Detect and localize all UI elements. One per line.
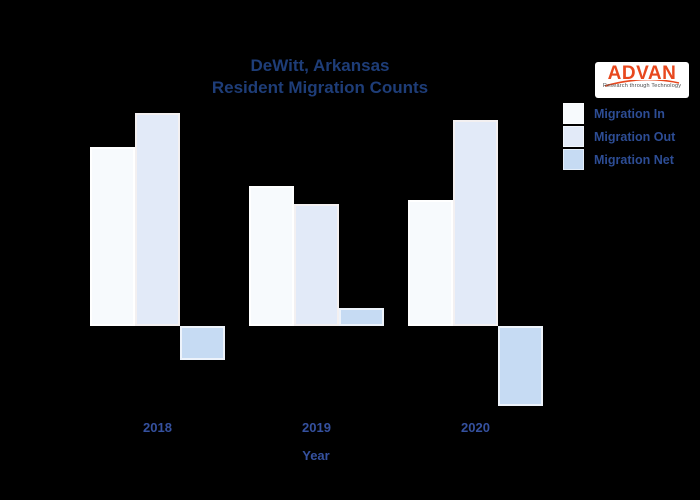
legend-label: Migration In bbox=[594, 106, 665, 121]
bar-migration-in-2020 bbox=[408, 200, 453, 326]
legend-swatch-migration-in bbox=[563, 103, 584, 124]
bar-migration-out-2020 bbox=[453, 120, 498, 326]
chart-title-line1: DeWitt, Arkansas bbox=[250, 56, 390, 75]
x-tick-label-2019: 2019 bbox=[302, 420, 331, 435]
legend-swatch-migration-net bbox=[563, 149, 584, 170]
bar-migration-out-2019 bbox=[294, 204, 339, 326]
chart-legend: Migration In Migration Out Migration Net bbox=[563, 103, 675, 172]
legend-item-migration-in: Migration In bbox=[563, 103, 675, 124]
bar-migration-net-2019 bbox=[339, 308, 384, 326]
x-axis-title: Year bbox=[302, 448, 330, 463]
advan-logo-text: ADVAN bbox=[607, 63, 677, 84]
x-tick-label-2020: 2020 bbox=[461, 420, 490, 435]
chart-title-line2: Resident Migration Counts bbox=[211, 78, 429, 97]
legend-item-migration-net: Migration Net bbox=[563, 149, 675, 170]
bar-migration-net-2020 bbox=[498, 326, 543, 406]
x-tick-label-2018: 2018 bbox=[143, 420, 172, 435]
advan-logo-tagline: Research through Technology bbox=[602, 83, 682, 89]
legend-label: Migration Out bbox=[594, 129, 676, 144]
bar-migration-in-2019 bbox=[249, 186, 294, 326]
chart-title: DeWitt, Arkansas Resident Migration Coun… bbox=[120, 55, 520, 99]
bar-migration-out-2018 bbox=[135, 113, 180, 326]
bar-migration-in-2018 bbox=[90, 147, 135, 326]
bar-migration-net-2018 bbox=[180, 326, 225, 360]
logo-swoosh-icon bbox=[604, 80, 680, 87]
advan-logo: ADVAN Research through Technology bbox=[595, 62, 689, 98]
legend-label: Migration Net bbox=[594, 152, 674, 167]
legend-swatch-migration-out bbox=[563, 126, 584, 147]
legend-item-migration-out: Migration Out bbox=[563, 126, 675, 147]
